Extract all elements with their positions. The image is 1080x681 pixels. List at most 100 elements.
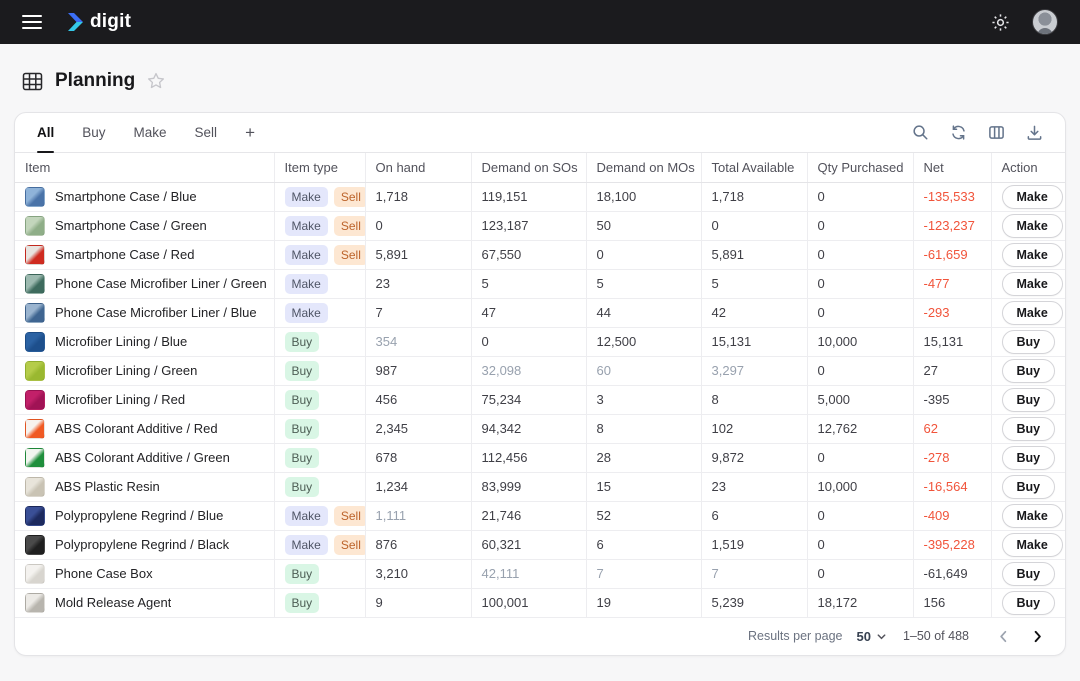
cell-item: Phone Case Microfiber Liner / Blue xyxy=(15,298,274,328)
row-action-button[interactable]: Buy xyxy=(1001,590,1056,615)
cell-demand_sos: 47 xyxy=(470,298,586,328)
type-badge-make: Make xyxy=(284,534,328,555)
row-action-button[interactable]: Buy xyxy=(1001,445,1056,470)
type-badge-buy: Buy xyxy=(284,592,320,613)
next-page-icon[interactable] xyxy=(1025,624,1049,648)
column-header-item-type[interactable]: Item type xyxy=(273,153,365,183)
row-action-button[interactable]: Buy xyxy=(1001,561,1056,586)
download-icon[interactable] xyxy=(1026,124,1043,141)
item-name: Microfiber Lining / Blue xyxy=(55,334,188,349)
table-row[interactable]: Microfiber Lining / Blue Buy 354 0 12,50… xyxy=(15,327,1065,357)
tab-sell[interactable]: Sell xyxy=(194,125,218,140)
cell-demand_sos: 94,342 xyxy=(470,414,586,444)
cell-on_hand: 1,718 xyxy=(364,182,471,212)
row-action-button[interactable]: Make xyxy=(1001,242,1063,267)
cell-demand_sos: 123,187 xyxy=(470,211,586,241)
item-type-cell: Make Sell xyxy=(273,240,365,270)
item-name: Smartphone Case / Green xyxy=(55,218,207,233)
column-header-qty-purchased[interactable]: Qty Purchased xyxy=(806,153,913,183)
previous-page-icon[interactable] xyxy=(991,624,1015,648)
table-row[interactable]: Phone Case Microfiber Liner / Blue Make … xyxy=(15,298,1065,328)
column-header-demand-on-sos[interactable]: Demand on SOs xyxy=(470,153,586,183)
item-type-cell: Make xyxy=(273,298,365,328)
row-action-button[interactable]: Buy xyxy=(1001,474,1056,499)
item-thumbnail xyxy=(25,273,45,294)
page-size-value: 50 xyxy=(856,628,871,644)
cell-demand_sos: 119,151 xyxy=(470,182,586,212)
column-header-action[interactable]: Action xyxy=(990,153,1065,183)
row-action-button[interactable]: Make xyxy=(1001,532,1063,557)
item-thumbnail xyxy=(25,476,45,497)
table-row[interactable]: Polypropylene Regrind / Black Make Sell 8… xyxy=(15,530,1065,560)
tabs-bar: All Buy Make Sell + xyxy=(15,113,1065,153)
cell-total_available: 8 xyxy=(700,385,807,415)
search-icon[interactable] xyxy=(912,124,929,141)
table-row[interactable]: Mold Release Agent Buy 9 100,001 19 5,23… xyxy=(15,588,1065,618)
table-row[interactable]: ABS Colorant Additive / Green Buy 678 11… xyxy=(15,443,1065,473)
table-row[interactable]: Phone Case Box Buy 3,210 42,111 7 7 0 -6… xyxy=(15,559,1065,589)
row-action-button[interactable]: Make xyxy=(1001,300,1063,325)
tab-all[interactable]: All xyxy=(37,113,55,153)
brand-logo[interactable]: digit xyxy=(66,11,131,33)
settings-gear-icon[interactable] xyxy=(991,13,1010,32)
row-action-button[interactable]: Make xyxy=(1001,271,1063,296)
cell-net: -123,237 xyxy=(912,211,991,241)
item-type-cell: Buy xyxy=(273,588,365,618)
tab-buy[interactable]: Buy xyxy=(82,125,106,140)
table-row[interactable]: Smartphone Case / Blue Make Sell 1,718 11… xyxy=(15,182,1065,212)
item-thumbnail xyxy=(25,186,45,207)
row-action-button[interactable]: Buy xyxy=(1001,358,1056,383)
cell-total_available: 5,891 xyxy=(700,240,807,270)
item-thumbnail xyxy=(25,331,45,352)
favorite-star-icon[interactable] xyxy=(147,72,165,90)
table-row[interactable]: ABS Colorant Additive / Red Buy 2,345 94… xyxy=(15,414,1065,444)
table-row[interactable]: Microfiber Lining / Green Buy 987 32,098… xyxy=(15,356,1065,386)
add-tab-button[interactable]: + xyxy=(245,122,255,142)
user-avatar[interactable] xyxy=(1032,9,1058,35)
table-row[interactable]: Smartphone Case / Green Make Sell 0 123,1… xyxy=(15,211,1065,241)
column-header-demand-on-mos[interactable]: Demand on MOs xyxy=(585,153,701,183)
refresh-icon[interactable] xyxy=(950,124,967,141)
table-row[interactable]: Microfiber Lining / Red Buy 456 75,234 3… xyxy=(15,385,1065,415)
table-row[interactable]: Smartphone Case / Red Make Sell 5,891 67,… xyxy=(15,240,1065,270)
item-type-cell: Buy xyxy=(273,559,365,589)
column-header-net[interactable]: Net xyxy=(912,153,991,183)
table-row[interactable]: ABS Plastic Resin Buy 1,234 83,999 15 23… xyxy=(15,472,1065,502)
cell-action: Buy xyxy=(990,443,1065,473)
table-row[interactable]: Phone Case Microfiber Liner / Green Make… xyxy=(15,269,1065,299)
tab-make[interactable]: Make xyxy=(133,125,167,140)
column-header-total-available[interactable]: Total Available xyxy=(700,153,807,183)
column-header-on-hand[interactable]: On hand xyxy=(364,153,471,183)
type-badge-make: Make xyxy=(284,505,328,526)
table-body: Smartphone Case / Blue Make Sell 1,718 11… xyxy=(15,182,1065,618)
row-action-button[interactable]: Make xyxy=(1001,184,1063,209)
cell-total_available: 15,131 xyxy=(700,327,807,357)
type-badge-make: Make xyxy=(284,186,328,207)
type-badge-buy: Buy xyxy=(284,389,320,410)
row-action-button[interactable]: Make xyxy=(1001,503,1063,528)
cell-demand_sos: 100,001 xyxy=(470,588,586,618)
cell-demand_sos: 21,746 xyxy=(470,501,586,531)
cell-demand_mos: 7 xyxy=(585,559,701,589)
item-name: Polypropylene Regrind / Blue xyxy=(55,508,224,523)
hamburger-menu-icon[interactable] xyxy=(22,15,42,29)
row-action-button[interactable]: Make xyxy=(1001,213,1063,238)
cell-total_available: 6 xyxy=(700,501,807,531)
row-action-button[interactable]: Buy xyxy=(1001,387,1056,412)
cell-on_hand: 0 xyxy=(364,211,471,241)
page-size-select[interactable]: 50 xyxy=(856,629,886,644)
columns-icon[interactable] xyxy=(988,124,1005,141)
cell-total_available: 102 xyxy=(700,414,807,444)
cell-on_hand: 1,234 xyxy=(364,472,471,502)
table-row[interactable]: Polypropylene Regrind / Blue Make Sell 1,… xyxy=(15,501,1065,531)
item-name: Mold Release Agent xyxy=(55,595,172,610)
row-action-button[interactable]: Buy xyxy=(1001,329,1056,354)
table-header-row: Item Item type On hand Demand on SOs Dem… xyxy=(15,153,1065,183)
cell-on_hand: 876 xyxy=(364,530,471,560)
column-header-item[interactable]: Item xyxy=(15,153,274,183)
type-badge-sell: Sell xyxy=(333,244,365,265)
cell-demand_sos: 42,111 xyxy=(470,559,586,589)
cell-on_hand: 678 xyxy=(364,443,471,473)
item-name: Microfiber Lining / Green xyxy=(55,363,198,378)
row-action-button[interactable]: Buy xyxy=(1001,416,1056,441)
